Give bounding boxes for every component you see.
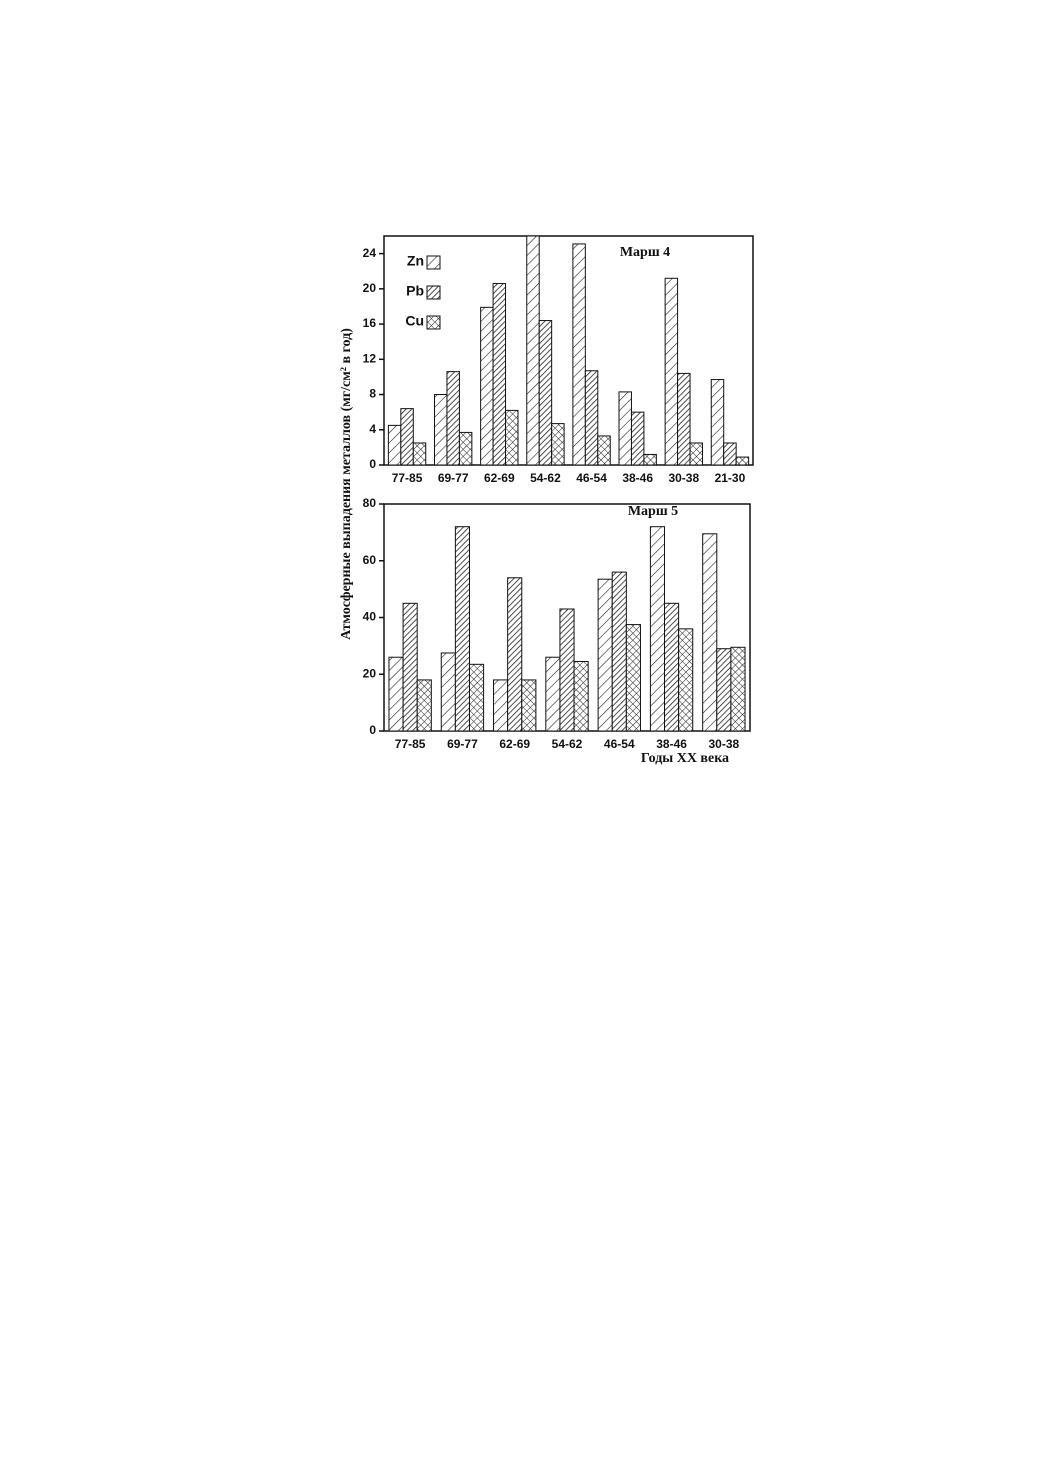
bar (643, 453, 657, 466)
y-tick-label: 0 (369, 457, 376, 471)
bar (388, 656, 404, 732)
legend-swatch (426, 255, 441, 270)
bar (618, 391, 632, 466)
x-tick-label: 54-62 (552, 737, 583, 751)
bar (492, 283, 507, 466)
x-tick-label: 38-46 (622, 471, 653, 485)
y-tick-label: 24 (363, 246, 377, 260)
bar (716, 648, 732, 732)
y-tick-label: 12 (363, 351, 377, 365)
legend-label: Cu (405, 313, 424, 329)
x-tick-label: 54-62 (530, 471, 561, 485)
bar (402, 602, 418, 732)
bar (538, 320, 553, 466)
bar (458, 431, 473, 466)
bar (440, 652, 456, 732)
x-tick-label: 69-77 (438, 471, 469, 485)
bar (723, 442, 737, 466)
bar (710, 379, 725, 466)
bar (730, 646, 746, 732)
bar (664, 602, 680, 732)
bar (702, 533, 718, 732)
x-axis-label: Годы XX века (641, 751, 729, 766)
x-tick-label: 46-54 (576, 471, 607, 485)
bar (584, 370, 599, 466)
bar (677, 372, 691, 466)
bar (689, 442, 703, 466)
y-tick-label: 8 (369, 387, 376, 401)
x-tick-label: 21-30 (715, 471, 746, 485)
y-tick-label: 20 (363, 281, 377, 295)
bar (521, 679, 537, 732)
x-tick-label: 77-85 (395, 737, 426, 751)
legend-label: Pb (406, 283, 424, 299)
chart-title: Марш 4 (620, 245, 670, 260)
bar (505, 409, 519, 466)
bar (480, 306, 494, 466)
y-tick-label: 20 (363, 666, 377, 680)
y-tick-label: 16 (363, 316, 377, 330)
bar (416, 679, 432, 732)
bar (493, 679, 509, 732)
bar (446, 371, 460, 466)
x-tick-label: 69-77 (447, 737, 478, 751)
x-tick-label: 30-38 (709, 737, 740, 751)
bar (387, 424, 402, 466)
bar (678, 628, 694, 732)
bar (649, 526, 666, 732)
chart-title: Марш 5 (628, 504, 678, 519)
y-tick-label: 60 (363, 553, 377, 567)
plot-frame (383, 235, 754, 466)
bar (573, 660, 589, 732)
bar (572, 243, 586, 466)
bar (597, 578, 613, 732)
bar (454, 526, 470, 732)
bar (400, 408, 414, 466)
bar (526, 235, 540, 466)
bar (434, 394, 448, 466)
bar (735, 456, 750, 466)
legend-swatch (426, 315, 441, 330)
x-tick-label: 62-69 (499, 737, 530, 751)
bar (545, 656, 561, 732)
x-tick-label: 38-46 (656, 737, 687, 751)
y-tick-label: 80 (363, 496, 377, 510)
x-tick-label: 77-85 (392, 471, 423, 485)
y-axis-label: Атмосферные выпадения металлов (мг/см² в… (339, 328, 354, 640)
bar (630, 411, 645, 466)
x-tick-label: 30-38 (668, 471, 699, 485)
bar (664, 277, 679, 466)
bar (468, 663, 485, 732)
legend-swatch (426, 285, 441, 300)
legend-label: Zn (407, 253, 424, 269)
bar (412, 442, 427, 466)
bar (597, 435, 611, 466)
bar (559, 608, 575, 732)
bar (625, 624, 641, 732)
x-tick-label: 46-54 (604, 737, 635, 751)
y-tick-label: 40 (363, 610, 377, 624)
bar (551, 423, 565, 466)
y-tick-label: 4 (369, 422, 376, 436)
x-tick-label: 62-69 (484, 471, 515, 485)
y-tick-label: 0 (369, 723, 376, 737)
bar (611, 571, 627, 732)
bar (507, 577, 523, 732)
